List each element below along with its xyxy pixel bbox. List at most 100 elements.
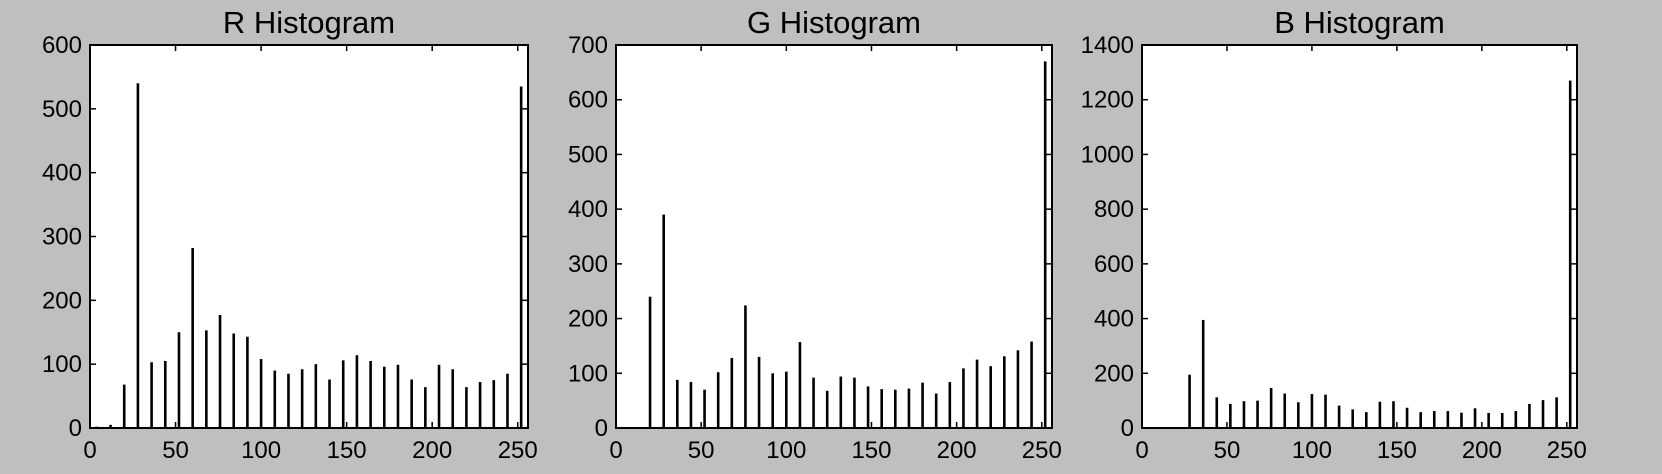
b-plot-area [1141,44,1578,429]
g-histogram-bar [812,377,815,428]
b-histogram-bar [1460,412,1463,428]
g-histogram-bar [689,382,693,428]
b-histogram-bar [1555,397,1558,428]
b-histogram-bar [1568,80,1572,429]
b-y-tick-label: 400 [1094,306,1134,333]
b-histogram-bar [1351,409,1355,428]
b-y-tick-label: 600 [1094,251,1134,278]
g-histogram-bar [894,389,897,428]
g-histogram-bar [975,359,979,428]
r-y-tick-label: 500 [42,96,82,123]
r-histogram-bar [163,360,167,428]
r-x-tick-label: 0 [83,437,96,464]
r-histogram-bar [287,373,290,428]
g-histogram-bar [798,342,802,428]
g-histogram-bar [785,371,788,428]
g-histogram-bar [839,376,843,428]
g-chart-title: G Histogram [747,5,921,40]
g-y-tick-label: 0 [595,415,608,442]
g-y-tick-label: 200 [568,306,608,333]
g-histogram-bar [676,379,679,428]
g-x-tick-label: 200 [937,437,977,464]
b-histogram-bar [1242,401,1246,428]
r-histogram-bar [328,379,331,428]
g-histogram-bar [703,389,706,428]
g-histogram-bar [757,356,761,428]
b-histogram-bar [1514,411,1518,428]
b-histogram-bar [1229,403,1232,428]
r-histogram-bar [122,384,126,428]
b-histogram-bar [1337,405,1341,428]
r-x-tick-label: 250 [498,437,538,464]
r-x-tick-label: 50 [162,437,189,464]
r-x-tick-label: 100 [241,437,281,464]
b-histogram-bar [1378,401,1382,428]
r-histogram-bar [232,333,236,428]
g-y-tick-label: 400 [568,196,608,223]
g-histogram-bar [825,390,829,428]
r-histogram-bar [95,426,99,428]
g-histogram-chart: G Histogram 0 100 200 300 400 500 600 700 0 50 100 1… [525,0,1065,474]
b-histogram-bar [1269,388,1273,428]
r-histogram-bar [259,359,263,428]
g-x-tick-label: 100 [766,437,806,464]
g-histogram-bar [853,377,856,428]
r-histogram-bar [382,366,386,428]
g-histogram-bar [662,214,665,428]
r-histogram-bar [191,247,194,428]
r-histogram-bar [246,336,249,428]
r-y-tick-label: 100 [42,351,82,378]
b-chart-title: B Histogram [1274,5,1445,40]
r-histogram-bar [341,360,345,428]
b-y-tick-label: 800 [1094,196,1134,223]
g-histogram-bar [934,393,938,428]
b-histogram-bar [1324,394,1327,428]
g-x-tick-label: 250 [1022,437,1062,464]
r-histogram-bar [465,387,468,428]
b-histogram-bar [1310,394,1314,428]
g-histogram-bar [744,305,747,428]
b-histogram-bar [1297,402,1300,428]
b-histogram-bar [1256,400,1259,428]
b-histogram-bar [1528,403,1531,428]
r-histogram-bar [437,364,441,428]
r-x-tick-label: 200 [412,437,452,464]
r-x-tick-label: 150 [327,437,367,464]
b-histogram-bar [1432,411,1436,428]
r-y-tick-label: 200 [42,287,82,314]
g-histogram-bar [730,357,734,428]
b-histogram-bar [1500,412,1504,428]
b-x-tick-label: 200 [1462,437,1502,464]
b-histogram-bar [1541,400,1545,428]
b-y-tick-label: 1200 [1081,87,1134,114]
r-histogram-bar [177,332,181,428]
b-histogram-bar [1405,407,1409,428]
r-y-tick-label: 0 [69,415,82,442]
r-histogram-bar [369,360,372,428]
g-histogram-bar [866,386,870,428]
b-y-tick-label: 200 [1094,360,1134,387]
g-y-tick-label: 500 [568,141,608,168]
r-histogram-bar [519,86,523,428]
g-histogram-bar [948,382,952,428]
g-x-tick-label: 50 [688,437,715,464]
b-y-tick-label: 0 [1121,415,1134,442]
r-histogram-bar [396,364,400,428]
r-histogram-bar [109,424,112,428]
b-x-tick-label: 150 [1377,437,1417,464]
b-x-tick-label: 50 [1214,437,1241,464]
g-histogram-bar [1003,356,1006,428]
r-histogram-bar [300,369,304,428]
g-y-tick-label: 300 [568,251,608,278]
b-histogram-bar [1283,393,1287,428]
g-histogram-bar [921,382,924,428]
g-histogram-bar [1030,341,1033,428]
r-histogram-bar [506,373,509,428]
g-histogram-bar [962,368,965,428]
b-histogram-bar [1392,401,1395,428]
r-histogram-bar [451,369,455,428]
b-histogram-svg: B Histogram 0 200 400 600 800 1000 1200 1400 0 50 1… [1081,5,1587,464]
r-histogram-bar [424,387,427,428]
r-histogram-chart: R Histogram 0 100 200 300 400 500 600 0 50 100 150 2… [0,0,540,474]
r-y-tick-label: 300 [42,224,82,251]
